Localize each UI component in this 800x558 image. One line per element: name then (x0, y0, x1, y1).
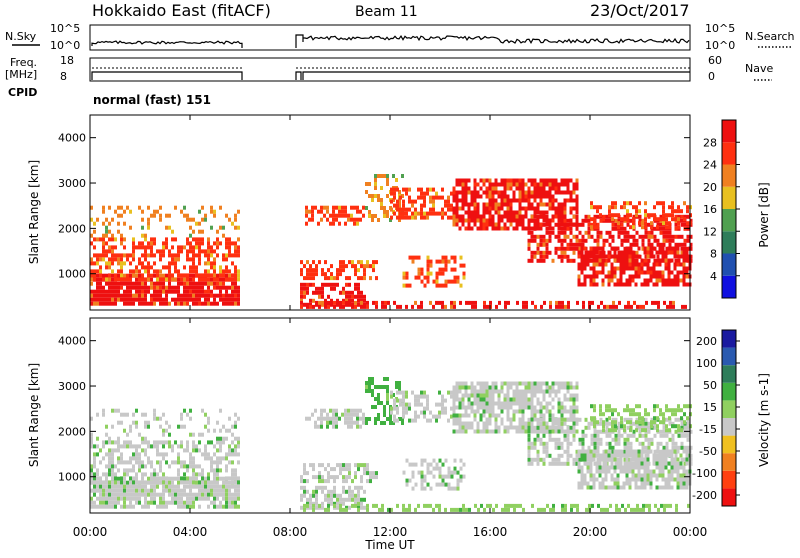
x-tick-label: 12:00 (373, 525, 408, 539)
colorbar-swatch (722, 436, 736, 454)
colorbar-swatch (722, 120, 736, 142)
x-tick-label: 20:00 (573, 525, 608, 539)
colorbar-tick-label: 16 (703, 203, 717, 216)
colorbar-swatch (722, 142, 736, 164)
colorbar-swatch (722, 418, 736, 436)
nsearch-tick-bottom: 10^0 (705, 39, 735, 52)
beam-title: Beam 11 (355, 4, 418, 20)
x-tick-label: 00:00 (673, 525, 708, 539)
y-tick-label: 4000 (58, 132, 86, 145)
y-tick-label: 3000 (58, 177, 86, 190)
colorbar-tick-label: 100 (696, 357, 717, 370)
nave-tick-bottom: 0 (708, 70, 715, 83)
date-title: 23/Oct/2017 (590, 1, 690, 20)
colorbar-tick-label: -200 (692, 489, 717, 502)
y-tick-label: 2000 (58, 222, 86, 235)
freq-trace (92, 72, 690, 80)
nsky-tick-bottom: 10^0 (50, 39, 80, 52)
freq-panel: Freq. [MHz] 18 8 60 0 Nave (5, 54, 773, 83)
nsky-label: N.Sky (5, 30, 37, 43)
nsky-trace (92, 35, 689, 48)
freq-tick-top: 18 (60, 54, 74, 67)
x-tick-label: 00:00 (73, 525, 108, 539)
y-tick-label: 1000 (58, 268, 86, 281)
colorbar-tick-label: 4 (710, 270, 717, 283)
colorbar-swatch (722, 187, 736, 209)
velocity-ylabel: Slant Range [km] (27, 363, 41, 467)
colorbar-swatch (722, 254, 736, 276)
colorbar-swatch (722, 348, 736, 366)
velocity-panel: 1000 2000 3000 4000 Slant Range [km] (27, 318, 693, 513)
colorbar-swatch (722, 400, 736, 418)
nsearch-label: N.Search (745, 30, 795, 43)
velocity-colorbar: 200 100 50 15 -15 -50 -100 -200 (692, 330, 740, 506)
colorbar-swatch (722, 330, 736, 348)
colorbar-swatch (722, 165, 736, 187)
power-colorbar-label: Power [dB] (757, 182, 771, 247)
colorbar-swatch (722, 471, 736, 489)
colorbar-swatch (722, 276, 736, 298)
power-ylabel: Slant Range [km] (27, 160, 41, 264)
x-tick-label: 08:00 (273, 525, 308, 539)
colorbar-tick-label: 8 (710, 248, 717, 261)
velocity-heatmap (90, 377, 693, 512)
x-axis-label: Time UT (364, 538, 415, 552)
colorbar-swatch (722, 383, 736, 401)
colorbar-tick-label: 12 (703, 225, 717, 238)
nsky-tick-top: 10^5 (50, 22, 80, 35)
nsearch-tick-top: 10^5 (705, 22, 735, 35)
y-tick-label: 3000 (58, 380, 86, 393)
cpid-value: normal (fast) 151 (93, 93, 211, 107)
colorbar-swatch (722, 231, 736, 253)
site-title: Hokkaido East (fitACF) (92, 1, 271, 20)
power-colorbar: 4 8 12 16 20 24 28 (703, 120, 740, 298)
cpid-label: CPID (8, 86, 37, 99)
nave-tick-top: 60 (708, 54, 722, 67)
colorbar-tick-label: -100 (692, 467, 717, 480)
colorbar-tick-label: 24 (703, 159, 717, 172)
colorbar-tick-label: 15 (703, 401, 717, 414)
freq-label-2: [MHz] (5, 68, 37, 81)
colorbar-tick-label: 28 (703, 136, 717, 149)
colorbar-tick-label: -15 (699, 423, 717, 436)
colorbar-swatch (722, 365, 736, 383)
nave-label: Nave (745, 62, 773, 75)
y-tick-label: 2000 (58, 425, 86, 438)
velocity-colorbar-label: Velocity [m s-1] (757, 373, 771, 467)
x-tick-label: 04:00 (173, 525, 208, 539)
colorbar-tick-label: 20 (703, 181, 717, 194)
colorbar-swatch (722, 453, 736, 471)
colorbar-swatch (722, 488, 736, 506)
freq-tick-bottom: 8 (60, 70, 67, 83)
colorbar-tick-label: 200 (696, 335, 717, 348)
x-tick-label: 16:00 (473, 525, 508, 539)
colorbar-swatch (722, 209, 736, 231)
colorbar-tick-label: 50 (703, 379, 717, 392)
noise-panel: N.Sky 10^5 10^0 10^5 10^0 N.Search (5, 22, 795, 52)
power-heatmap (90, 174, 693, 309)
y-tick-label: 1000 (58, 471, 86, 484)
power-panel: 1000 2000 3000 4000 Slant Range [km] (27, 115, 693, 310)
colorbar-tick-label: -50 (699, 445, 717, 458)
y-tick-label: 4000 (58, 335, 86, 348)
